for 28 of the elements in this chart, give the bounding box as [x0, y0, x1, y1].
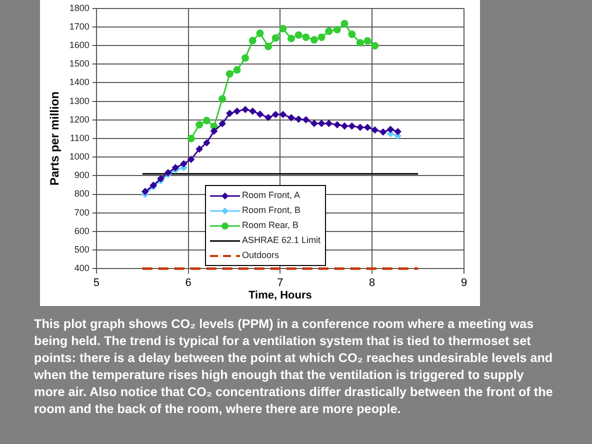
x-tick-label: 9 [460, 277, 468, 290]
y-tick-label: 1300 [69, 96, 90, 106]
x-tick-label: 5 [93, 277, 100, 290]
y-tick-label: 400 [74, 263, 90, 274]
x-axis-title: Time, Hours [248, 289, 312, 302]
y-tick-label: 500 [74, 244, 90, 254]
y-axis-title: Parts per million [48, 91, 62, 186]
y-tick-label: 1700 [69, 21, 90, 32]
y-tick-label: 600 [74, 226, 90, 236]
y-tick-label: 700 [74, 207, 90, 218]
legend-label: Room Front, A [242, 189, 300, 202]
legend-label: Room Rear, B [242, 219, 299, 232]
y-tick-label: 800 [74, 188, 90, 199]
legend-label: Room Front, B [242, 204, 301, 217]
x-tick-label: 6 [185, 277, 192, 290]
y-tick-label: 900 [74, 170, 90, 180]
text: This plot graph shows CO₂ levels (PPM) in a conference room where a meeting was being held. The trend is typical for a ventilation system that is tied to thermoset set points: there is a delay between the point at which CO₂ reaches undesirable levels and when the temperature rises high enough that the ventilation is triggered to supply more air. Also notice that CO₂ concentrations differ drastically between the front of the room and the back of the room, where there are more people. [34, 316, 554, 418]
y-tick-label: 1100 [70, 132, 90, 143]
x-tick-label: 8 [369, 277, 376, 290]
y-tick-label: 1200 [69, 114, 90, 124]
x-tick-label: 7 [277, 277, 284, 290]
y-tick-label: 1400 [69, 77, 90, 88]
y-tick-label: 1600 [69, 40, 90, 50]
legend-label: ASHRAE 62.1 Limit [242, 234, 321, 247]
y-tick-label: 1800 [69, 2, 90, 13]
y-tick-label: 1500 [69, 58, 90, 69]
y-tick-label: 1000 [69, 152, 90, 162]
legend-label: Outdoors [242, 249, 280, 262]
